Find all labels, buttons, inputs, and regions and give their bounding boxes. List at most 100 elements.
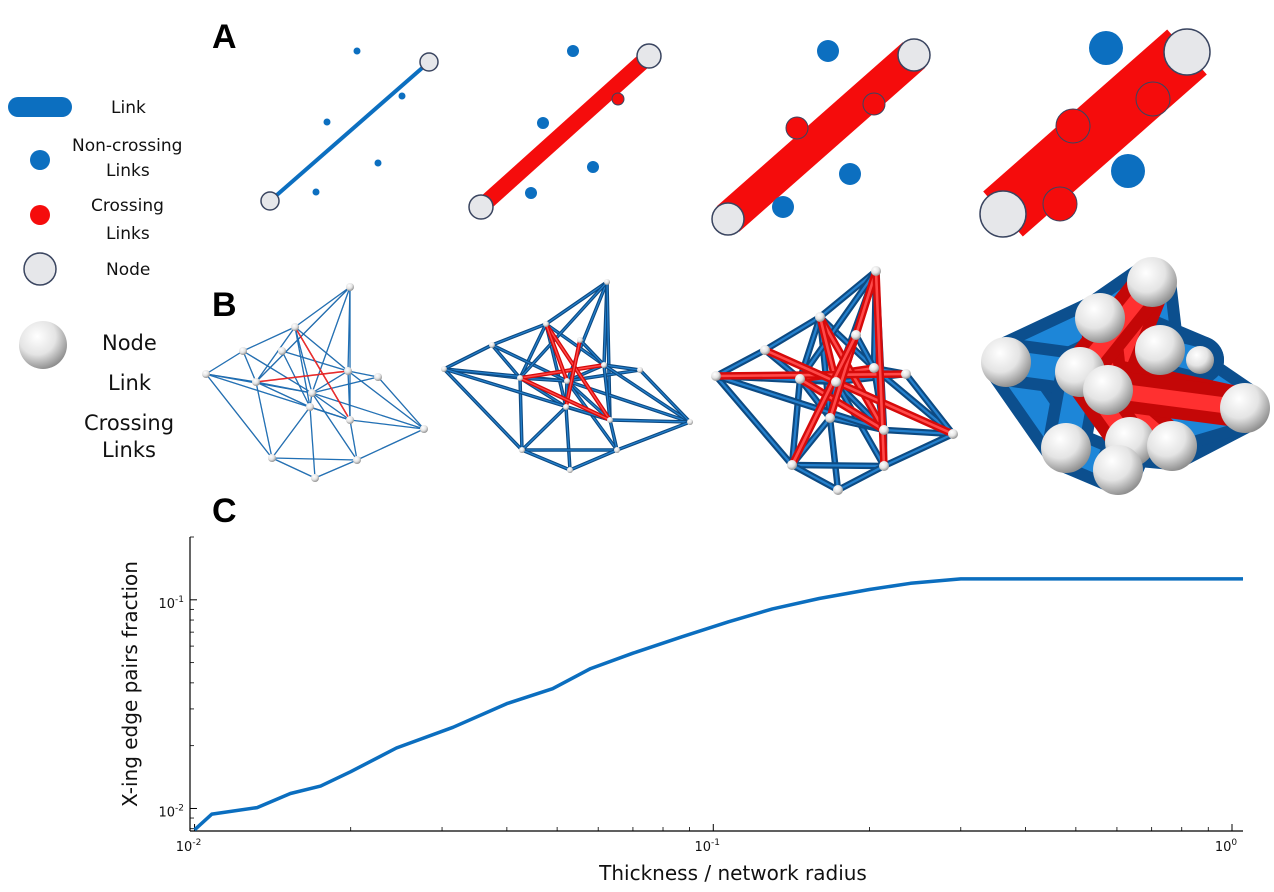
link-dot bbox=[323, 118, 331, 126]
network-link-highlight bbox=[347, 370, 379, 378]
network-crossing-highlight bbox=[255, 370, 349, 383]
network-link-highlight bbox=[519, 377, 523, 451]
network-node bbox=[278, 347, 286, 355]
y-tick-label: 10-2 bbox=[158, 803, 184, 820]
network-crossing-highlight bbox=[763, 348, 955, 436]
network-node bbox=[851, 330, 861, 340]
network-crossing-highlight bbox=[545, 323, 568, 382]
legend-crossing-label-1: Crossing bbox=[91, 196, 164, 216]
network-link-highlight bbox=[579, 339, 605, 366]
network-node bbox=[564, 378, 570, 384]
panel-c-chart: 10-2 10-1 100 10-2 10-1 Thickness / network… bbox=[118, 536, 1244, 885]
network-node bbox=[346, 416, 354, 424]
panel-a-step-1 bbox=[260, 47, 439, 211]
link-dot bbox=[1089, 31, 1123, 65]
network-link-highlight bbox=[242, 350, 257, 383]
network-link-highlight bbox=[569, 449, 618, 471]
network-link-highlight bbox=[828, 416, 840, 492]
y-ticks: 10-2 10-1 bbox=[158, 536, 197, 830]
link-dot bbox=[537, 117, 549, 129]
crossing-dot bbox=[1042, 186, 1078, 222]
network-link-highlight bbox=[311, 392, 358, 461]
legend-noncrossing-swatch bbox=[30, 150, 50, 170]
network-node bbox=[637, 367, 643, 373]
network-node bbox=[567, 467, 573, 473]
crossing-dot bbox=[611, 92, 625, 106]
network-crossing-highlight bbox=[790, 333, 858, 467]
node-circle bbox=[260, 191, 280, 211]
network-node bbox=[1041, 423, 1091, 473]
network-link-highlight bbox=[491, 323, 547, 346]
network-link-highlight bbox=[314, 459, 358, 479]
network-link-highlight bbox=[443, 368, 523, 451]
network-node bbox=[879, 461, 889, 471]
network-link-highlight bbox=[790, 463, 840, 492]
network-node bbox=[252, 378, 260, 386]
x-ticks: 10-2 10-1 100 bbox=[176, 824, 1238, 855]
network-node bbox=[441, 366, 447, 372]
x-tick-label: 10-1 bbox=[695, 838, 721, 855]
panel-a-step-3 bbox=[711, 38, 931, 236]
network-node bbox=[833, 485, 843, 495]
network-node bbox=[202, 370, 210, 378]
network-node bbox=[420, 425, 428, 433]
legend-node-label: Node bbox=[106, 260, 150, 280]
link-dot bbox=[525, 187, 537, 199]
network-link-highlight bbox=[566, 380, 611, 421]
network-link-highlight bbox=[521, 406, 567, 451]
node-circle bbox=[979, 190, 1027, 238]
link-dot bbox=[353, 47, 361, 55]
network-link-highlight bbox=[616, 421, 691, 451]
network-node bbox=[563, 404, 569, 410]
legend-b-crossing-label-1: Crossing bbox=[84, 411, 174, 435]
network-link-highlight bbox=[205, 350, 244, 375]
network-node bbox=[1093, 445, 1143, 495]
x-tick-label: 100 bbox=[1215, 838, 1238, 855]
link-dot bbox=[772, 196, 794, 218]
network-node bbox=[831, 377, 841, 387]
network-node bbox=[374, 373, 382, 381]
legend-crossing-label-2: Links bbox=[106, 224, 150, 244]
network-link-highlight bbox=[205, 373, 351, 421]
network-link-highlight bbox=[311, 370, 349, 394]
network-link-highlight bbox=[271, 457, 358, 461]
node-circle bbox=[711, 202, 745, 236]
legend-b-node-swatch bbox=[19, 321, 67, 369]
network-link-highlight bbox=[519, 323, 547, 379]
network-link-highlight bbox=[294, 326, 349, 372]
network-node bbox=[344, 367, 352, 375]
network-link-highlight bbox=[347, 370, 425, 430]
legend-b-node-label: Node bbox=[102, 331, 157, 355]
link-dot bbox=[817, 40, 839, 62]
legend-link-label: Link bbox=[111, 98, 146, 118]
network-node bbox=[869, 363, 879, 373]
network-link-highlight bbox=[255, 381, 311, 408]
crossing-dot bbox=[785, 116, 809, 140]
network-link-highlight bbox=[836, 464, 886, 492]
network-link-highlight bbox=[854, 333, 876, 370]
network-node bbox=[825, 413, 835, 423]
network-link-highlight bbox=[519, 281, 608, 379]
crossing-dot bbox=[1135, 81, 1171, 117]
network-link-highlight bbox=[294, 286, 351, 328]
network bbox=[202, 283, 428, 482]
network-node bbox=[577, 337, 583, 343]
network-link-highlight bbox=[255, 326, 296, 383]
network-link-highlight bbox=[255, 286, 351, 383]
network-link-highlight bbox=[763, 315, 822, 352]
network-node bbox=[604, 279, 610, 285]
network-node bbox=[291, 323, 299, 331]
network-link-highlight bbox=[521, 449, 571, 471]
legend-node-swatch bbox=[23, 252, 57, 286]
network-link-highlight bbox=[565, 406, 571, 471]
network-link-highlight bbox=[882, 432, 955, 468]
link-dot bbox=[1111, 154, 1145, 188]
network-link-highlight bbox=[242, 326, 296, 352]
network-node bbox=[711, 371, 721, 381]
network-link-highlight bbox=[255, 381, 273, 459]
network-node bbox=[1186, 346, 1214, 374]
x-axis-label: Thickness / network radius bbox=[598, 861, 867, 885]
network-node bbox=[871, 266, 881, 276]
network-link-highlight bbox=[714, 348, 767, 378]
network-link-highlight bbox=[882, 428, 955, 436]
